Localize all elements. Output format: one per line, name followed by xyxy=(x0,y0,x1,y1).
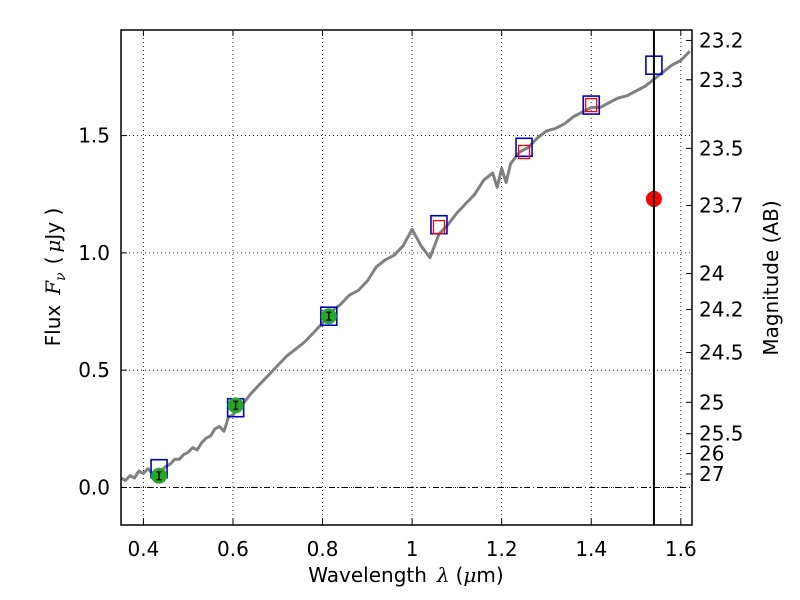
error-bar xyxy=(156,470,162,481)
x-tick-label: 1 xyxy=(406,537,419,561)
magnitude-tick-label: 24.5 xyxy=(699,340,744,364)
y-tick-label: 1.0 xyxy=(78,241,110,265)
magnitude-tick-label: 24.2 xyxy=(699,298,744,322)
magnitude-tick-label: 23.5 xyxy=(699,136,744,160)
plot-frame xyxy=(120,29,693,526)
model-flux-marker xyxy=(515,137,533,158)
x-axis-ticks: 0.4 0.6 0.8 1 1.2 1.4 1.6 xyxy=(127,30,697,561)
magnitude-tick-label: 23.3 xyxy=(699,68,744,92)
grid-lines xyxy=(121,30,692,525)
magnitude-tick-label: 24 xyxy=(699,262,724,286)
model-flux-marker xyxy=(582,95,601,115)
magnitude-tick-label: 26 xyxy=(699,442,724,466)
y-tick-label: 0.0 xyxy=(78,475,110,499)
error-bar xyxy=(233,400,239,411)
magnitude-axis-title: Magnitude (AB) xyxy=(759,200,783,355)
x-tick-label: 0.4 xyxy=(127,537,159,561)
y-axis-title: FluxFν(μJy ) xyxy=(41,208,69,347)
x-tick-label: 1.6 xyxy=(665,537,697,561)
plot-content xyxy=(120,50,691,484)
magnitude-tick-label: 23.7 xyxy=(699,193,744,217)
x-axis-title: Wavelength λ (μm) xyxy=(308,563,503,587)
x-tick-label: 0.6 xyxy=(217,537,249,561)
x-tick-label: 0.8 xyxy=(307,537,339,561)
magnitude-tick-label: 23.2 xyxy=(699,28,744,52)
y-tick-label: 0.5 xyxy=(78,358,110,382)
y-tick-label: 1.5 xyxy=(78,124,110,148)
magnitude-tick-label: 27 xyxy=(699,462,724,486)
upper-limit-marker xyxy=(432,219,446,235)
spectrum-line xyxy=(120,50,691,482)
error-bar xyxy=(326,311,332,321)
magnitude-tick-label: 25.5 xyxy=(699,422,744,446)
x-tick-label: 1.4 xyxy=(575,537,607,561)
upper-limit-marker xyxy=(585,97,598,113)
y-axis-ticks: 0.0 0.5 1.0 1.5 xyxy=(78,124,127,499)
magnitude-tick-label: 25 xyxy=(699,390,724,414)
x-tick-label: 1.2 xyxy=(486,537,518,561)
upper-limit-marker xyxy=(517,144,531,160)
